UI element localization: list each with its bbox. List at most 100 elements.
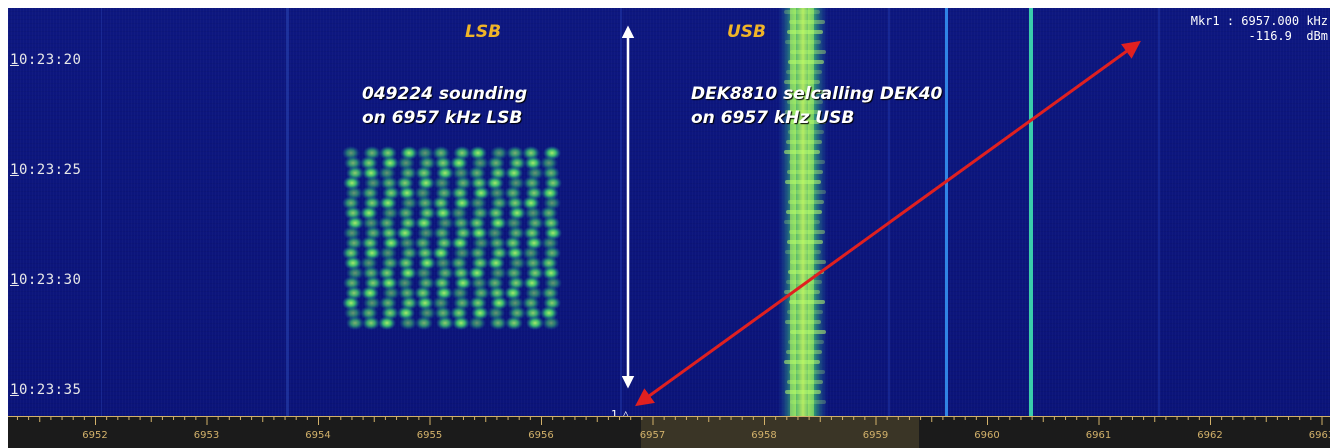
axis-tick [1254, 416, 1256, 420]
signal-dash [789, 370, 825, 374]
axis-tick [596, 416, 598, 422]
axis-tick [1321, 416, 1323, 425]
signal-dash [786, 70, 822, 74]
signal-dash [790, 50, 826, 54]
signal-dash [784, 360, 820, 364]
axis-tick [373, 416, 375, 422]
marker-1-symbol[interactable]: 1 △ [611, 408, 630, 416]
signal-blob [362, 316, 380, 330]
axis-tick [117, 416, 119, 420]
axis-tick [1176, 416, 1178, 420]
axis-tick [161, 416, 163, 420]
axis-tick [663, 416, 665, 420]
axis-tick [775, 416, 777, 420]
axis-tick [998, 416, 1000, 420]
axis-tick [830, 416, 832, 420]
axis-tick [529, 416, 531, 420]
signal-dash [790, 260, 826, 264]
carrier-line-6960 [945, 8, 948, 416]
axis-tick [1187, 416, 1189, 420]
axis-tick [685, 416, 687, 420]
signal-blob [399, 316, 417, 330]
signal-dash [788, 340, 824, 344]
freq-label: 6953 [193, 430, 220, 441]
signal-dash [789, 300, 825, 304]
signal-dash [789, 20, 825, 24]
signal-dash [788, 200, 824, 204]
freq-label: 6954 [305, 430, 331, 441]
axis-tick [674, 416, 676, 420]
axis-tick [1042, 416, 1044, 422]
axis-tick [563, 416, 565, 420]
time-label-3: 10:23:30 [10, 272, 82, 288]
signal-blob [468, 316, 486, 330]
frequency-axis[interactable]: 6952 6953 6954 6955 6956 6957 6958 6959 6960 6961… [8, 416, 1330, 448]
axis-tick [496, 416, 498, 420]
axis-tick [652, 416, 654, 425]
passband-highlight [641, 416, 919, 448]
signal-dash [784, 220, 820, 224]
axis-tick [251, 416, 253, 420]
axis-tick [184, 416, 186, 420]
axis-tick [485, 416, 487, 422]
signal-dash [790, 190, 826, 194]
freq-label: 6961 [1085, 430, 1112, 441]
axis-tick [1288, 416, 1290, 420]
axis-tick [1031, 416, 1033, 420]
axis-tick [1109, 416, 1111, 420]
axis-tick [273, 416, 275, 420]
axis-tick [708, 416, 710, 422]
signal-dash [787, 170, 823, 174]
axis-tick [228, 416, 230, 420]
axis-tick [764, 416, 765, 425]
axis-tick [72, 416, 74, 420]
axis-tick [1020, 416, 1022, 420]
axis-tick [1154, 416, 1156, 422]
signal-dash [785, 180, 821, 184]
axis-tick [853, 416, 855, 420]
marker-readout: Mkr1 : 6957.000 kHz -116.9 dBm [1191, 14, 1328, 44]
axis-tick [95, 416, 96, 425]
axis-tick [1009, 416, 1011, 420]
signal-dash [785, 250, 821, 254]
axis-tick [83, 416, 85, 420]
lsb-annotation-line1: 049224 sounding [362, 84, 528, 104]
axis-tick [1221, 416, 1223, 420]
time-label-4: 10:23:35 [10, 382, 82, 398]
freq-label: 6959 [862, 430, 889, 441]
axis-tick [351, 416, 353, 420]
axis-tick [50, 416, 52, 420]
signal-dash [788, 130, 824, 134]
axis-tick [462, 416, 464, 420]
axis-tick [451, 416, 453, 420]
time-label-2: 10:23:25 [10, 162, 82, 178]
signal-dash [784, 150, 820, 154]
freq-label: 6963 [1308, 430, 1330, 441]
axis-tick [61, 416, 63, 420]
axis-tick [920, 416, 922, 420]
axis-tick [864, 416, 866, 420]
signal-blob [436, 316, 454, 330]
signal-dash [786, 210, 822, 214]
axis-tick [574, 416, 576, 420]
axis-tick [1087, 416, 1089, 420]
axis-tick [1143, 416, 1145, 420]
axis-tick [975, 416, 977, 420]
freq-label: 6955 [416, 430, 443, 441]
signal-blob [346, 316, 364, 330]
axis-tick [239, 416, 241, 420]
axis-tick [507, 416, 509, 420]
axis-tick [1053, 416, 1055, 420]
signal-dash [785, 390, 821, 394]
axis-tick [217, 416, 219, 420]
axis-tick [797, 416, 799, 420]
usb-annotation-line1: DEK8810 selcalling DEK40 [691, 84, 943, 104]
axis-tick [585, 416, 587, 420]
freq-label: 6962 [1197, 430, 1223, 441]
axis-tick [1065, 416, 1067, 420]
axis-tick [886, 416, 888, 420]
axis-tick [942, 416, 944, 420]
axis-tick [875, 416, 877, 425]
axis-tick [206, 416, 208, 425]
waterfall-display[interactable]: 10:23:20 10:23:25 10:23:30 10:23:35 LSB … [8, 8, 1330, 416]
